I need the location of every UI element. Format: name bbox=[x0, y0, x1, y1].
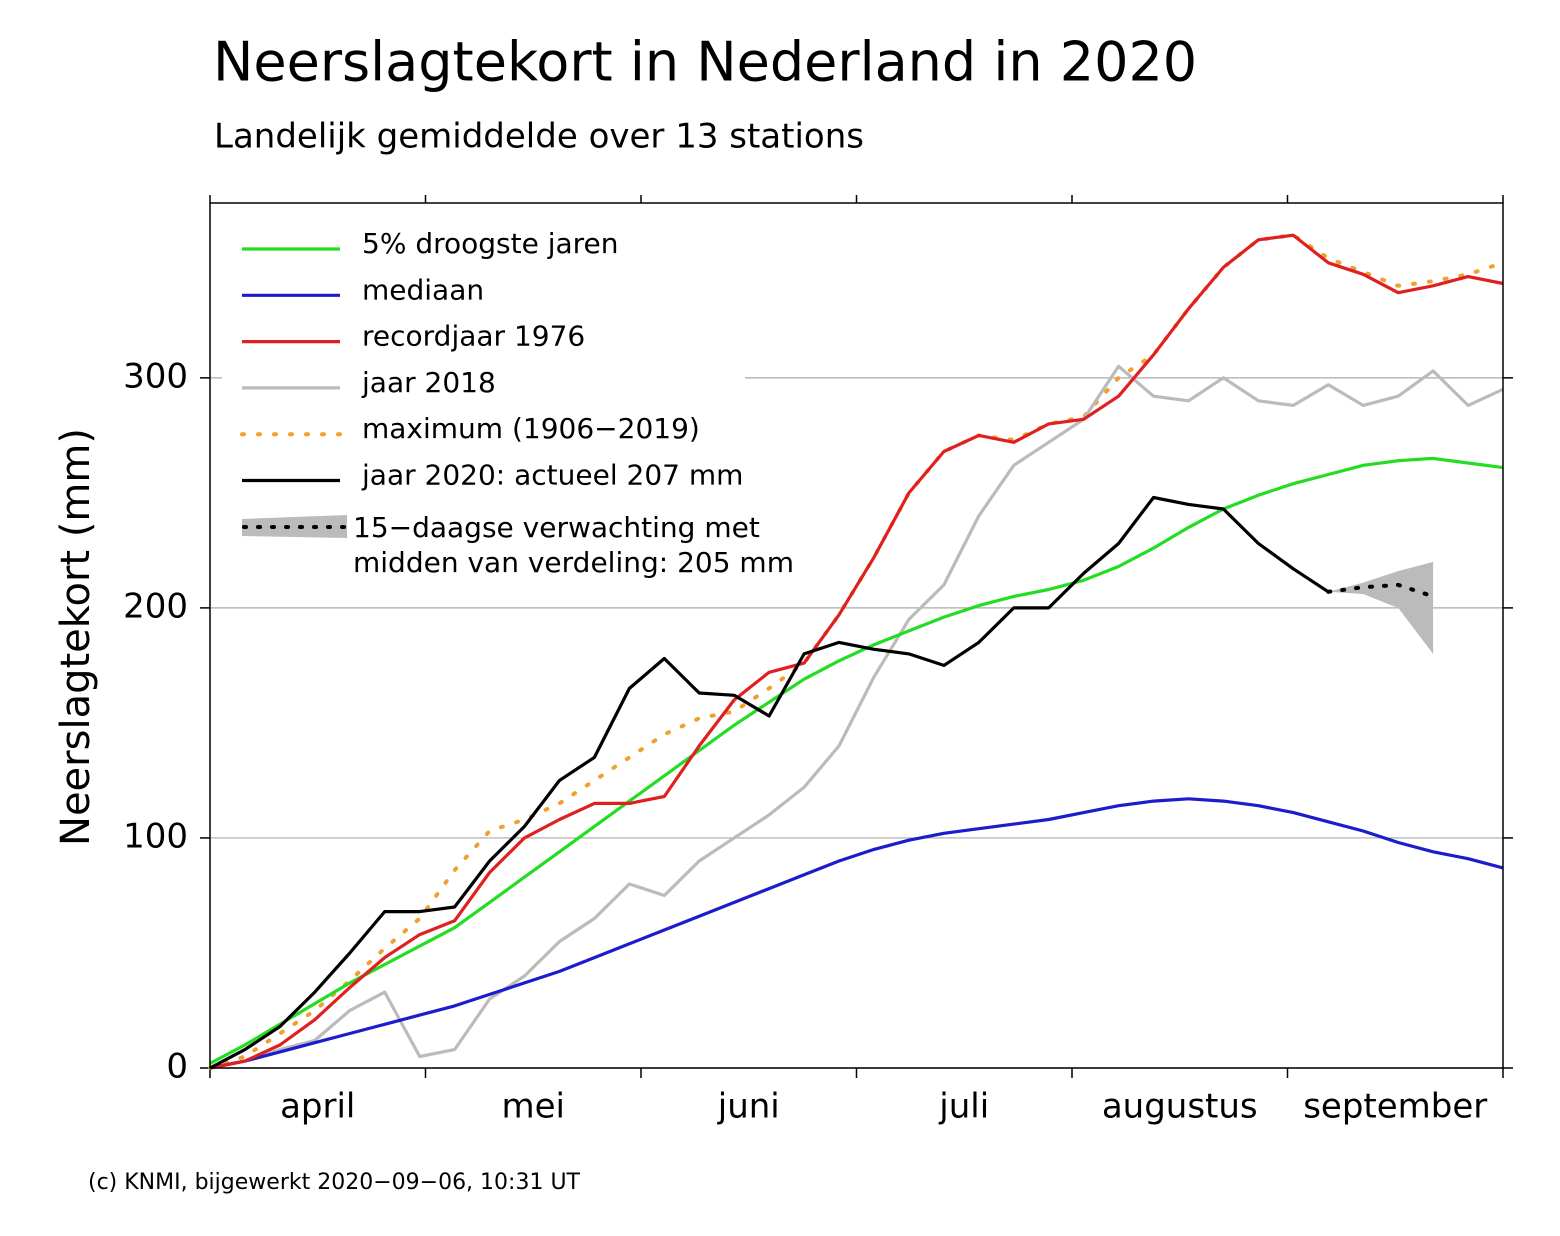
x-tick-label: april bbox=[280, 1087, 355, 1127]
y-tick-label: 100 bbox=[123, 816, 188, 856]
legend-label: mediaan bbox=[362, 273, 484, 306]
legend-label: 15−daagse verwachting met midden van ver… bbox=[353, 511, 794, 579]
x-tick-label: augustus bbox=[1102, 1087, 1258, 1127]
y-axis-label: Neerslagtekort (mm) bbox=[53, 428, 99, 846]
series-line bbox=[209, 495, 1330, 1070]
y-tick-label: 0 bbox=[166, 1047, 188, 1087]
plot-frame bbox=[209, 202, 1504, 1069]
legend-label: jaar 2020: actueel 207 mm bbox=[361, 459, 743, 492]
y-tick-label: 200 bbox=[123, 586, 188, 626]
x-tick-label: mei bbox=[502, 1087, 565, 1127]
legend-label: recordjaar 1976 bbox=[362, 320, 585, 353]
legend-label: maximum (1906−2019) bbox=[362, 412, 700, 445]
series-line bbox=[1326, 582, 1436, 599]
legend-swatch bbox=[242, 515, 347, 538]
forecast-band bbox=[1328, 561, 1434, 654]
legend-label: jaar 2018 bbox=[361, 366, 496, 399]
series-line bbox=[209, 364, 1504, 1070]
series-line bbox=[209, 456, 1504, 1065]
x-tick-label: september bbox=[1303, 1087, 1487, 1127]
x-tick-label: juli bbox=[938, 1087, 989, 1127]
series-line bbox=[209, 797, 1504, 1070]
legend-item: 15−daagse verwachting met midden van ver… bbox=[353, 511, 794, 579]
series-line bbox=[209, 233, 1504, 1070]
y-tick-label: 300 bbox=[123, 356, 188, 396]
chart-subtitle: Landelijk gemiddelde over 13 stations bbox=[214, 117, 864, 157]
footer: (c) KNMI, bijgewerkt 2020−09−06, 10:31 U… bbox=[88, 1170, 581, 1195]
legend-label: 5% droogste jaren bbox=[362, 227, 619, 260]
x-tick-label: juni bbox=[717, 1087, 780, 1127]
chart-title: Neerslagtekort in Nederland in 2020 bbox=[213, 31, 1197, 94]
